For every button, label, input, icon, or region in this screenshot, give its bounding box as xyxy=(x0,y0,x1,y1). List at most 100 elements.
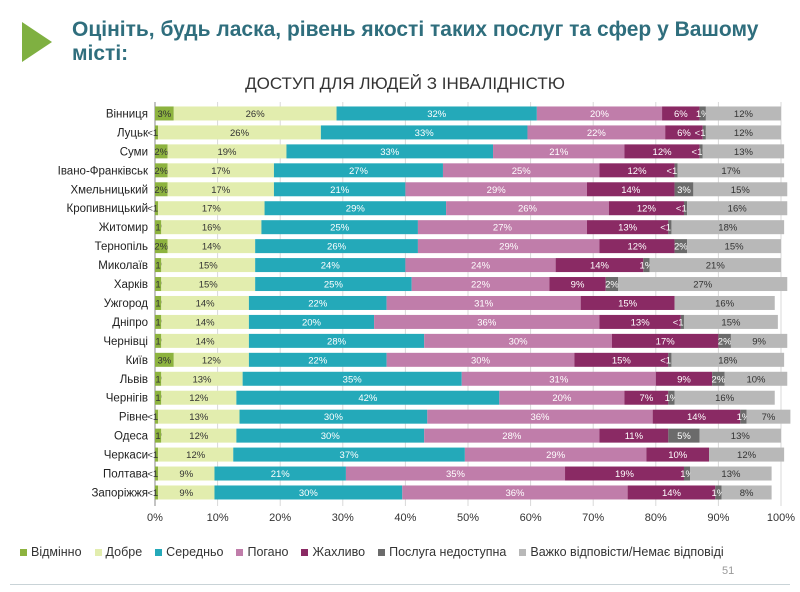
data-label: 3% xyxy=(158,109,172,120)
data-label: 1% xyxy=(680,469,694,480)
category-label: Чернігів xyxy=(106,393,148,405)
bar-segment xyxy=(155,428,162,443)
bar-segment xyxy=(646,447,710,462)
data-label: 2% xyxy=(712,374,726,385)
bar-segment xyxy=(155,447,159,462)
data-label: <1% xyxy=(147,128,167,139)
data-label: 9% xyxy=(752,336,766,347)
data-label: 29% xyxy=(346,204,366,215)
legend-label: Добре xyxy=(105,545,143,559)
bar-segment xyxy=(161,390,237,405)
data-label: 2% xyxy=(154,147,168,158)
data-label: 35% xyxy=(343,374,363,385)
data-label: 31% xyxy=(474,298,494,309)
data-label: 2% xyxy=(718,336,732,347)
bar-segment xyxy=(730,333,788,348)
page-number: 51 xyxy=(722,565,735,577)
bar-segment xyxy=(161,371,243,386)
bar-segment xyxy=(655,371,713,386)
legend-item: Важко відповісти/Немає відповіді xyxy=(519,543,724,561)
bar-segment xyxy=(499,390,625,405)
data-label: 21% xyxy=(330,185,350,196)
bar-segment xyxy=(705,125,781,140)
bar-segment xyxy=(155,163,168,178)
data-label: 2% xyxy=(154,166,168,177)
data-label: 13% xyxy=(618,223,638,234)
bar-segment xyxy=(236,390,500,405)
data-label: 12% xyxy=(734,109,754,120)
chart-legend: Відмінно Добре Середньо Погано Жахливо Послуг… xyxy=(20,543,800,561)
category-label: Івано-Франківськ xyxy=(58,165,149,177)
slide-header: Оцініть, будь ласка, рівень якості таких… xyxy=(0,0,800,80)
bar-segment xyxy=(402,485,628,500)
data-label: 21% xyxy=(549,147,569,158)
bar-segment xyxy=(718,333,731,348)
bar-segment xyxy=(167,163,274,178)
bar-segment xyxy=(336,106,537,121)
bar-segment xyxy=(599,314,681,329)
bar-segment xyxy=(155,182,168,197)
bar-segment xyxy=(417,239,600,254)
data-label: 14% xyxy=(662,488,682,499)
data-label: 9% xyxy=(179,469,193,480)
bar-segment xyxy=(155,390,162,405)
data-label: 10% xyxy=(668,450,688,461)
slide-title: Оцініть, будь ласка, рівень якості таких… xyxy=(72,18,759,65)
category-label: Миколаїв xyxy=(98,260,148,272)
bar-segment xyxy=(652,409,741,424)
bar-segment xyxy=(161,314,249,329)
category-label: Черкаси xyxy=(104,450,148,462)
data-label: 10% xyxy=(746,374,766,385)
bar-segment xyxy=(693,182,788,197)
data-label: 22% xyxy=(308,298,328,309)
x-tick-label: 0% xyxy=(147,512,163,524)
legend-item: Жахливо xyxy=(301,543,365,561)
data-label: 29% xyxy=(546,450,566,461)
data-label: 28% xyxy=(327,336,347,347)
bar-segment xyxy=(565,466,684,481)
x-tick-label: 10% xyxy=(207,512,229,524)
bar-segment xyxy=(405,182,587,197)
category-label: Дніпро xyxy=(112,317,148,329)
data-label: 29% xyxy=(499,242,519,253)
data-label: 2% xyxy=(605,280,619,291)
data-label: <1% xyxy=(147,412,167,423)
bar-segment xyxy=(155,409,159,424)
data-label: 22% xyxy=(587,128,607,139)
data-label: 12% xyxy=(202,355,222,366)
data-label: 30% xyxy=(321,431,341,442)
bar-segment xyxy=(527,125,666,140)
data-label: 9% xyxy=(677,374,691,385)
data-label: <1% xyxy=(147,204,167,215)
data-label: 16% xyxy=(715,393,735,404)
category-label: Вінниця xyxy=(106,108,148,120)
data-label: 25% xyxy=(330,223,350,234)
data-label: 30% xyxy=(324,412,344,423)
bar-segment xyxy=(643,258,650,273)
bar-segment xyxy=(173,352,249,367)
bar-segment xyxy=(649,258,781,273)
bar-segment xyxy=(740,409,747,424)
data-label: 13% xyxy=(731,431,751,442)
bar-segment xyxy=(155,220,162,235)
bar-segment xyxy=(586,220,669,235)
bar-segment xyxy=(702,144,785,159)
data-label: 26% xyxy=(246,109,266,120)
x-tick-label: 60% xyxy=(520,512,542,524)
data-label: 14% xyxy=(196,317,216,328)
data-label: <1% xyxy=(667,166,687,177)
bar-segment xyxy=(712,371,725,386)
data-label: 26% xyxy=(327,242,347,253)
x-tick-label: 50% xyxy=(457,512,479,524)
data-label: <1% xyxy=(695,128,715,139)
legend-item: Погано xyxy=(236,543,288,561)
legend-swatch xyxy=(378,548,386,556)
bar-segment xyxy=(158,485,215,500)
data-label: 27% xyxy=(493,223,513,234)
bar-segment xyxy=(167,182,274,197)
data-label: 13% xyxy=(734,147,754,158)
bar-segment xyxy=(668,220,672,235)
data-label: 5% xyxy=(677,431,691,442)
bar-segment xyxy=(608,201,684,216)
